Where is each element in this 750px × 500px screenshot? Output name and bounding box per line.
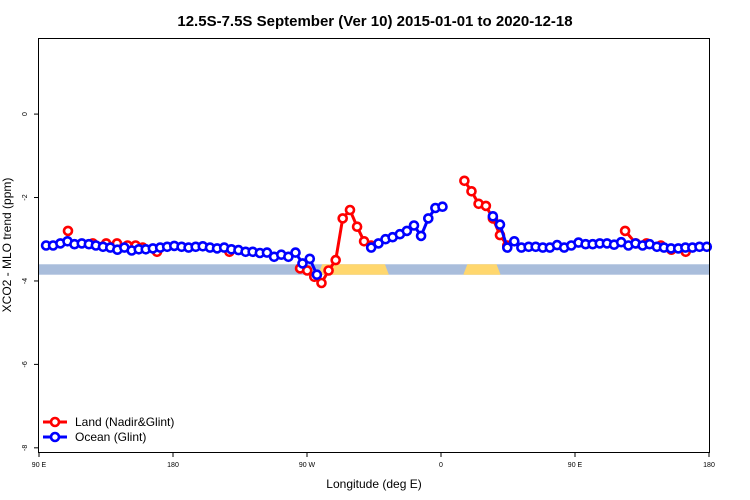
data-point	[408, 220, 420, 231]
data-point	[316, 277, 327, 289]
data-point	[365, 242, 377, 253]
series-ocean	[40, 201, 713, 281]
y-axis-label: XCO2 - MLO trend (ppm)	[0, 178, 14, 313]
legend-label: Land (Nadir&Glint)	[75, 415, 174, 429]
data-point	[619, 225, 631, 237]
x-tick-label: 90 E	[32, 462, 47, 469]
data-point	[62, 225, 74, 237]
data-point	[459, 175, 470, 187]
data-point	[422, 213, 434, 224]
data-point	[330, 254, 342, 266]
data-point	[701, 241, 713, 253]
data-point	[480, 200, 492, 212]
x-tick-label: 90 E	[568, 462, 583, 469]
x-tick-label: 180	[167, 462, 179, 469]
legend-marker	[49, 431, 61, 443]
data-point	[466, 186, 477, 197]
data-point	[415, 230, 427, 242]
data-point	[437, 201, 448, 212]
data-point	[401, 225, 413, 237]
data-point	[323, 265, 334, 276]
series-layer	[40, 175, 713, 289]
x-axis: 90 E 180 90 W 0 90 E 180	[32, 452, 715, 469]
data-point	[487, 211, 499, 222]
data-point	[508, 236, 520, 247]
land-band-segment	[463, 264, 501, 275]
data-point	[337, 213, 349, 224]
data-point	[304, 253, 316, 265]
land-band-segment	[318, 264, 389, 275]
y-axis: 0 -2 -4 -6 -8	[22, 112, 39, 451]
data-point	[301, 265, 313, 276]
data-point	[494, 219, 506, 230]
legend-item: Land (Nadir&Glint)	[43, 415, 174, 429]
y-tick-label: -2	[22, 194, 29, 200]
data-point	[501, 242, 513, 253]
x-axis-label: Longitude (deg E)	[326, 477, 421, 491]
y-tick-label: 0	[22, 112, 29, 116]
y-tick-label: -8	[22, 445, 29, 451]
legend-item: Ocean (Glint)	[43, 430, 146, 444]
legend-label: Ocean (Glint)	[75, 430, 146, 444]
y-tick-label: -6	[22, 361, 29, 367]
legend-marker	[49, 416, 61, 428]
y-tick-label: -4	[22, 278, 29, 284]
data-point	[344, 204, 356, 216]
x-tick-label: 180	[703, 462, 715, 469]
legend: Land (Nadir&Glint)Ocean (Glint)	[43, 415, 174, 444]
data-point	[311, 269, 323, 281]
surface-band	[39, 264, 709, 275]
chart-title: 12.5S-7.5S September (Ver 10) 2015-01-01…	[177, 13, 572, 30]
data-point	[297, 258, 308, 269]
x-tick-label: 90 W	[299, 462, 316, 469]
data-point	[290, 247, 301, 258]
data-point	[351, 221, 363, 232]
x-tick-label: 0	[439, 462, 443, 469]
plot-frame	[38, 38, 710, 453]
